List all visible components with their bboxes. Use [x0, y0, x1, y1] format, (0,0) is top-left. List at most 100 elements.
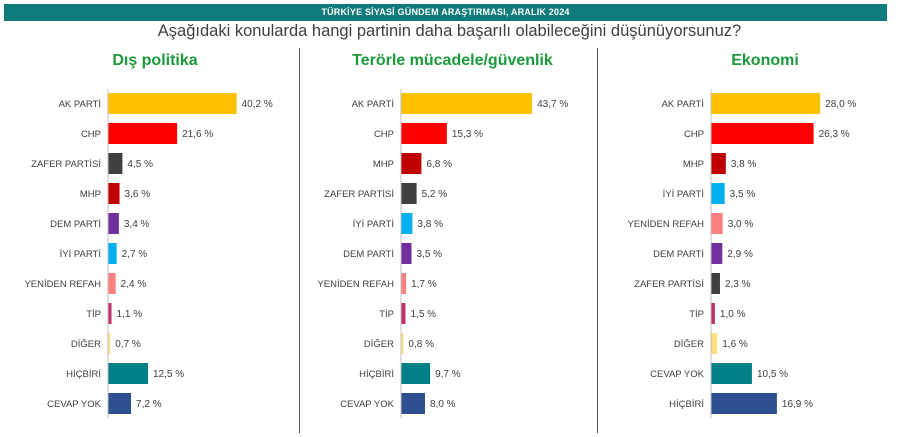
category-label: ZAFER PARTİSİ: [634, 279, 704, 290]
bar: [108, 303, 112, 324]
bar: [108, 333, 111, 354]
bar: [711, 303, 715, 324]
bar: [711, 243, 723, 264]
bar: [401, 123, 447, 144]
value-label: 6,8 %: [426, 159, 452, 170]
category-label: AK PARTİ: [59, 99, 101, 110]
category-label: TİP: [379, 309, 394, 320]
category-label: YENİDEN REFAH: [24, 279, 101, 290]
category-label: MHP: [683, 159, 704, 170]
value-label: 3,8 %: [731, 159, 757, 170]
bar: [401, 213, 413, 234]
bar: [711, 273, 720, 294]
category-label: TİP: [689, 309, 704, 320]
survey-question: Aşağıdaki konularda hangi partinin daha …: [157, 22, 742, 40]
value-label: 28,0 %: [825, 99, 856, 110]
value-label: 1,1 %: [117, 309, 143, 320]
bar: [108, 183, 120, 204]
category-label: DEM PARTİ: [343, 249, 394, 260]
bar: [401, 183, 417, 204]
value-label: 1,0 %: [720, 309, 746, 320]
value-label: 26,3 %: [819, 129, 850, 140]
value-label: 1,6 %: [722, 339, 748, 350]
value-label: 3,5 %: [417, 249, 443, 260]
panel-title-teror-guvenlik: Terörle mücadele/güvenlik: [352, 52, 553, 69]
category-label: YENİDEN REFAH: [317, 279, 394, 290]
value-label: 21,6 %: [182, 129, 213, 140]
bar: [108, 243, 117, 264]
category-label: CEVAP YOK: [47, 399, 102, 410]
bar: [108, 213, 119, 234]
category-label: CHP: [374, 129, 394, 140]
category-label: YENİDEN REFAH: [627, 219, 704, 230]
category-label: İYİ PARTİ: [60, 249, 101, 260]
bar: [401, 303, 406, 324]
value-label: 16,9 %: [782, 399, 813, 410]
value-label: 3,8 %: [417, 219, 443, 230]
bar: [711, 183, 725, 204]
category-label: İYİ PARTİ: [663, 189, 704, 200]
bar: [711, 153, 726, 174]
category-label: MHP: [373, 159, 394, 170]
bar: [108, 153, 123, 174]
value-label: 5,2 %: [422, 189, 448, 200]
category-label: HİÇBİRİ: [359, 369, 394, 380]
value-label: 2,3 %: [725, 279, 751, 290]
value-label: 8,0 %: [430, 399, 456, 410]
value-label: 0,8 %: [408, 339, 434, 350]
panel-divider-1: [299, 48, 300, 433]
bar: [108, 363, 148, 384]
value-label: 7,2 %: [136, 399, 162, 410]
value-label: 2,9 %: [727, 249, 753, 260]
panel-title-dis-politika: Dış politika: [112, 52, 198, 69]
bar: [711, 393, 777, 414]
category-label: TİP: [86, 309, 101, 320]
bar: [401, 363, 431, 384]
bar: [401, 243, 412, 264]
value-label: 4,5 %: [127, 159, 153, 170]
category-label: DİĞER: [364, 339, 394, 350]
category-label: DİĞER: [71, 339, 101, 350]
value-label: 10,5 %: [757, 369, 788, 380]
category-label: CEVAP YOK: [340, 399, 395, 410]
value-label: 43,7 %: [537, 99, 568, 110]
value-label: 1,7 %: [411, 279, 437, 290]
category-label: CEVAP YOK: [650, 369, 705, 380]
category-label: HİÇBİRİ: [66, 369, 101, 380]
bar: [401, 333, 404, 354]
value-label: 3,4 %: [124, 219, 150, 230]
value-label: 3,5 %: [730, 189, 756, 200]
category-label: CHP: [684, 129, 704, 140]
category-label: AK PARTİ: [662, 99, 704, 110]
value-label: 0,7 %: [115, 339, 141, 350]
value-label: 40,2 %: [242, 99, 273, 110]
bar: [401, 93, 533, 114]
category-label: AK PARTİ: [352, 99, 394, 110]
bar: [711, 363, 752, 384]
bar: [401, 393, 425, 414]
category-label: HİÇBİRİ: [669, 399, 704, 410]
category-label: CHP: [81, 129, 101, 140]
category-label: MHP: [80, 189, 101, 200]
category-label: DEM PARTİ: [50, 219, 101, 230]
bar: [108, 93, 237, 114]
panel-divider-2: [597, 48, 598, 433]
category-label: DEM PARTİ: [653, 249, 704, 260]
value-label: 3,0 %: [728, 219, 754, 230]
panel-title-ekonomi: Ekonomi: [731, 52, 799, 69]
value-label: 1,5 %: [411, 309, 437, 320]
value-label: 9,7 %: [435, 369, 461, 380]
value-label: 12,5 %: [153, 369, 184, 380]
survey-banner: TÜRKİYE SİYASİ GÜNDEM ARAŞTIRMASI, ARALI…: [4, 4, 887, 21]
category-label: ZAFER PARTİSİ: [324, 189, 394, 200]
bar: [711, 123, 814, 144]
bar: [401, 153, 422, 174]
bar: [108, 273, 116, 294]
category-label: DİĞER: [674, 339, 704, 350]
value-label: 3,6 %: [125, 189, 151, 200]
bar: [711, 93, 821, 114]
bar: [711, 213, 723, 234]
category-label: ZAFER PARTİSİ: [31, 159, 101, 170]
value-label: 2,7 %: [122, 249, 148, 260]
